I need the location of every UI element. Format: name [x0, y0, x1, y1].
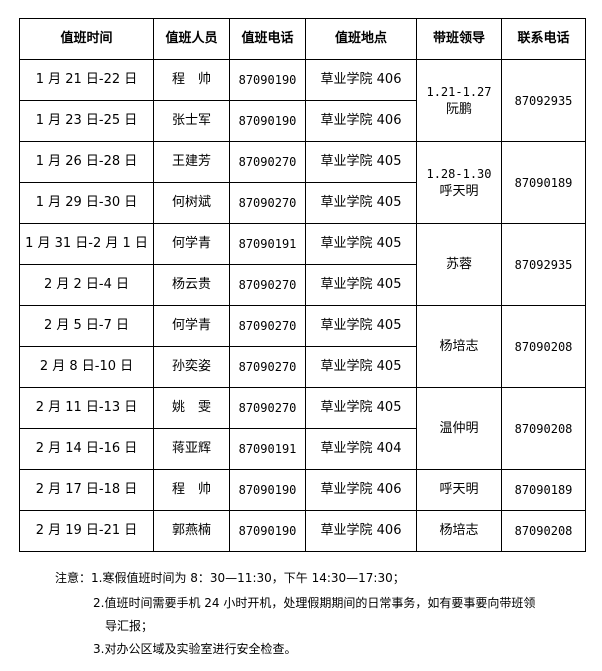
duty-person: 何树斌 — [153, 182, 230, 224]
duty-phone: 87090190 — [229, 469, 306, 511]
header-row: 值班时间 值班人员 值班电话 值班地点 带班领导 联系电话 — [19, 18, 586, 60]
leader-cell: 呼天明 — [416, 469, 502, 511]
duty-place: 草业学院 405 — [305, 264, 417, 306]
duty-phone: 87090190 — [229, 59, 306, 101]
leader-period: 1.28-1.30 — [426, 166, 492, 181]
leader-name: 阮鹏 — [445, 101, 472, 117]
leader-cell: 1.28-1.30 呼天明 — [416, 141, 502, 224]
duty-person: 杨云贵 — [153, 264, 230, 306]
duty-person: 程 帅 — [153, 469, 230, 511]
duty-phone: 87090270 — [229, 346, 306, 388]
duty-time: 2 月 2 日-4 日 — [19, 264, 154, 306]
duty-time: 1 月 31 日-2 月 1 日 — [19, 223, 154, 265]
leader-cell: 温仲明 — [416, 387, 502, 470]
table-row: 2 月 14 日-16 日 蒋亚辉 87090191 草业学院 404 — [19, 428, 586, 470]
leader-contact: 87090189 — [501, 469, 586, 511]
duty-phone: 87090270 — [229, 264, 306, 306]
duty-phone: 87090270 — [229, 141, 306, 183]
leader-contact: 87092935 — [501, 223, 586, 306]
column-header: 值班人员 — [153, 18, 230, 60]
leader-name: 温仲明 — [439, 420, 479, 436]
duty-time: 2 月 11 日-13 日 — [19, 387, 154, 429]
table-row: 1 月 26 日-28 日 王建芳 87090270 草业学院 405 1.28-… — [19, 141, 586, 224]
note-2: 2.值班时间需要手机 24 小时开机，处理假期期间的日常事务，如有要事要向带班领 — [93, 596, 536, 610]
duty-time: 1 月 23 日-25 日 — [19, 100, 154, 142]
table-row: 2 月 17 日-18 日 程 帅 87090190 草业学院 406 呼天明 8… — [19, 469, 586, 511]
table-row: 2 月 11 日-13 日 姚 雯 87090270 草业学院 405 温仲明 8… — [19, 387, 586, 470]
column-header: 值班时间 — [19, 18, 154, 60]
duty-time: 2 月 14 日-16 日 — [19, 428, 154, 470]
table-row: 1 月 31 日-2 月 1 日 何学青 87090191 草业学院 405 苏蓉… — [19, 223, 586, 306]
duty-place: 草业学院 404 — [305, 428, 417, 470]
duty-place: 草业学院 405 — [305, 182, 417, 224]
duty-person: 姚 雯 — [153, 387, 230, 429]
duty-place: 草业学院 405 — [305, 305, 417, 347]
duty-place: 草业学院 405 — [305, 141, 417, 183]
duty-time: 2 月 8 日-10 日 — [19, 346, 154, 388]
leader-name: 杨培志 — [439, 523, 479, 538]
table-row: 2 月 5 日-7 日 何学青 87090270 草业学院 405 杨培志 870… — [19, 305, 586, 388]
duty-time: 2 月 5 日-7 日 — [19, 305, 154, 347]
leader-name: 呼天明 — [439, 482, 479, 497]
duty-phone: 87090270 — [229, 305, 306, 347]
leader-contact: 87090208 — [501, 387, 586, 470]
duty-person: 王建芳 — [153, 141, 230, 183]
duty-phone: 87090270 — [229, 182, 306, 224]
duty-phone: 87090270 — [229, 387, 306, 429]
leader-name: 杨培志 — [439, 338, 479, 354]
table-row: 2 月 19 日-21 日 郭燕楠 87090190 草业学院 406 杨培志 8… — [19, 510, 586, 552]
duty-person: 何学青 — [153, 305, 230, 347]
table-row: 1 月 23 日-25 日 张士军 87090190 草业学院 406 — [19, 100, 586, 142]
note-1: 注意：1.寒假值班时间为 8：30—11:30，下午 14:30—17:30； — [55, 571, 405, 585]
note-3: 3.对办公区域及实验室进行安全检查。 — [93, 642, 297, 656]
duty-time: 2 月 19 日-21 日 — [19, 510, 154, 552]
table-row: 1 月 29 日-30 日 何树斌 87090270 草业学院 405 — [19, 182, 586, 224]
duty-place: 草业学院 406 — [305, 59, 417, 101]
leader-cell: 杨培志 — [416, 510, 502, 552]
duty-phone: 87090190 — [229, 100, 306, 142]
leader-contact: 87090208 — [501, 510, 586, 552]
duty-place: 草业学院 406 — [305, 469, 417, 511]
table-row: 1 月 21 日-22 日 程 帅 87090190 草业学院 406 1.21-… — [19, 59, 586, 142]
note-2-cont: 导汇报； — [105, 619, 154, 633]
duty-phone: 87090190 — [229, 510, 306, 552]
duty-time: 2 月 17 日-18 日 — [19, 469, 154, 511]
leader-cell: 杨培志 — [416, 305, 502, 388]
duty-place: 草业学院 405 — [305, 223, 417, 265]
leader-contact: 87092935 — [501, 59, 586, 142]
column-header: 联系电话 — [501, 18, 586, 60]
leader-period: 1.21-1.27 — [426, 84, 492, 99]
table-row: 2 月 2 日-4 日 杨云贵 87090270 草业学院 405 — [19, 264, 586, 306]
column-header: 值班电话 — [229, 18, 306, 60]
duty-time: 1 月 21 日-22 日 — [19, 59, 154, 101]
leader-cell: 苏蓉 — [416, 223, 502, 306]
duty-time: 1 月 29 日-30 日 — [19, 182, 154, 224]
duty-time: 1 月 26 日-28 日 — [19, 141, 154, 183]
duty-person: 程 帅 — [153, 59, 230, 101]
duty-place: 草业学院 406 — [305, 100, 417, 142]
column-header: 值班地点 — [305, 18, 417, 60]
duty-place: 草业学院 405 — [305, 346, 417, 388]
column-header: 带班领导 — [416, 18, 502, 60]
duty-person: 何学青 — [153, 223, 230, 265]
duty-person: 孙奕姿 — [153, 346, 230, 388]
duty-phone: 87090191 — [229, 428, 306, 470]
duty-person: 蒋亚辉 — [153, 428, 230, 470]
leader-contact: 87090189 — [501, 141, 586, 224]
duty-phone: 87090191 — [229, 223, 306, 265]
leader-contact: 87090208 — [501, 305, 586, 388]
duty-person: 郭燕楠 — [153, 510, 230, 552]
duty-person: 张士军 — [153, 100, 230, 142]
leader-cell: 1.21-1.27 阮鹏 — [416, 59, 502, 142]
duty-place: 草业学院 405 — [305, 387, 417, 429]
table-row: 2 月 8 日-10 日 孙奕姿 87090270 草业学院 405 — [19, 346, 586, 388]
leader-name: 呼天明 — [439, 183, 479, 199]
leader-name: 苏蓉 — [445, 256, 472, 272]
duty-schedule-table: 值班时间 值班人员 值班电话 值班地点 带班领导 联系电话 1 月 21 日-22 日 程… — [19, 18, 586, 552]
duty-place: 草业学院 406 — [305, 510, 417, 552]
